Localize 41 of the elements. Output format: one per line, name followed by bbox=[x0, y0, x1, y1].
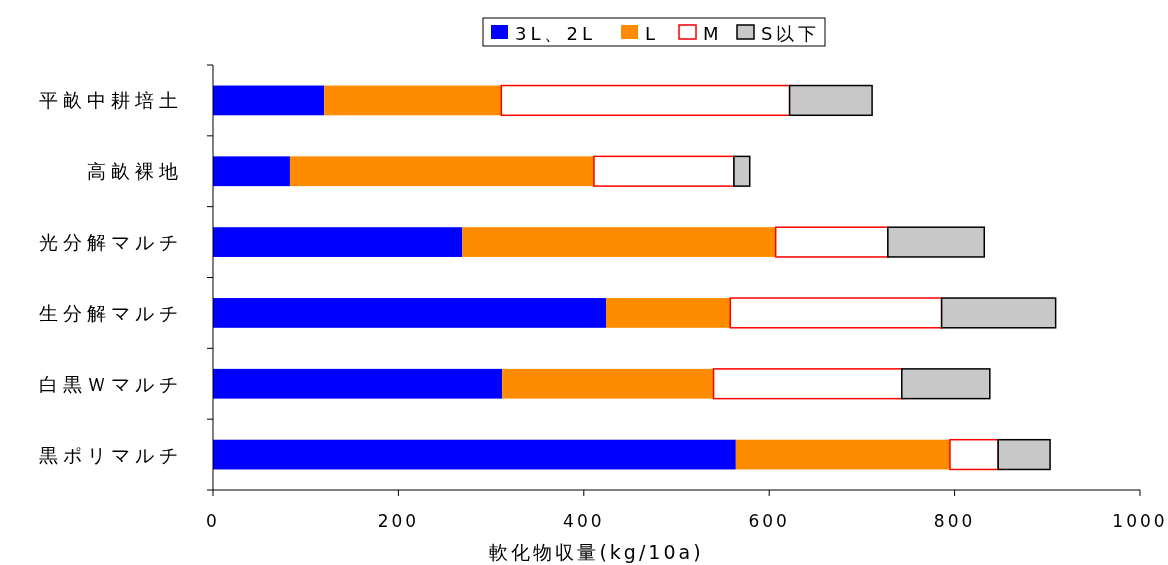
x-tick-label: 800 bbox=[933, 511, 976, 531]
bar bbox=[213, 156, 290, 187]
bar bbox=[712, 368, 903, 400]
x-tick-label: 200 bbox=[377, 511, 420, 531]
y-tick-label: 光分解マルチ bbox=[39, 231, 183, 254]
bar bbox=[949, 438, 999, 471]
x-tick-label: 1000 bbox=[1112, 511, 1168, 531]
legend-label: L bbox=[645, 22, 660, 44]
bar bbox=[213, 368, 503, 399]
legend-label: S以下 bbox=[761, 22, 821, 44]
bar bbox=[289, 156, 594, 187]
bar bbox=[593, 155, 735, 187]
bar bbox=[213, 298, 607, 328]
bar bbox=[462, 227, 776, 257]
bar bbox=[887, 226, 986, 258]
x-tick-label: 600 bbox=[748, 511, 790, 531]
y-tick-label: 黒ポリマルチ bbox=[39, 443, 183, 466]
bar bbox=[774, 226, 889, 258]
bar bbox=[729, 297, 943, 329]
bar bbox=[213, 227, 463, 257]
bar bbox=[500, 84, 791, 117]
bar bbox=[735, 439, 950, 470]
bar bbox=[997, 438, 1051, 471]
y-tick-label: 高畝裸地 bbox=[87, 160, 183, 183]
legend-label: 3L、2L bbox=[515, 22, 596, 44]
bar bbox=[901, 368, 991, 400]
x-tick-label: 0 bbox=[206, 511, 220, 531]
x-tick-label: 400 bbox=[563, 511, 605, 531]
bar bbox=[606, 298, 731, 328]
bar bbox=[213, 85, 325, 116]
bar bbox=[213, 439, 736, 470]
bar bbox=[324, 85, 502, 116]
legend-label: M bbox=[703, 22, 723, 44]
bar bbox=[940, 297, 1057, 329]
x-axis-title: 軟化物収量(kg/10a) bbox=[489, 541, 704, 563]
y-tick-label: 白黒Ｗマルチ bbox=[39, 372, 183, 395]
bar bbox=[788, 84, 873, 117]
y-tick-label: 生分解マルチ bbox=[39, 301, 183, 324]
bar bbox=[733, 155, 751, 187]
bar bbox=[502, 368, 714, 399]
y-tick-label: 平畝中耕培土 bbox=[39, 89, 183, 112]
